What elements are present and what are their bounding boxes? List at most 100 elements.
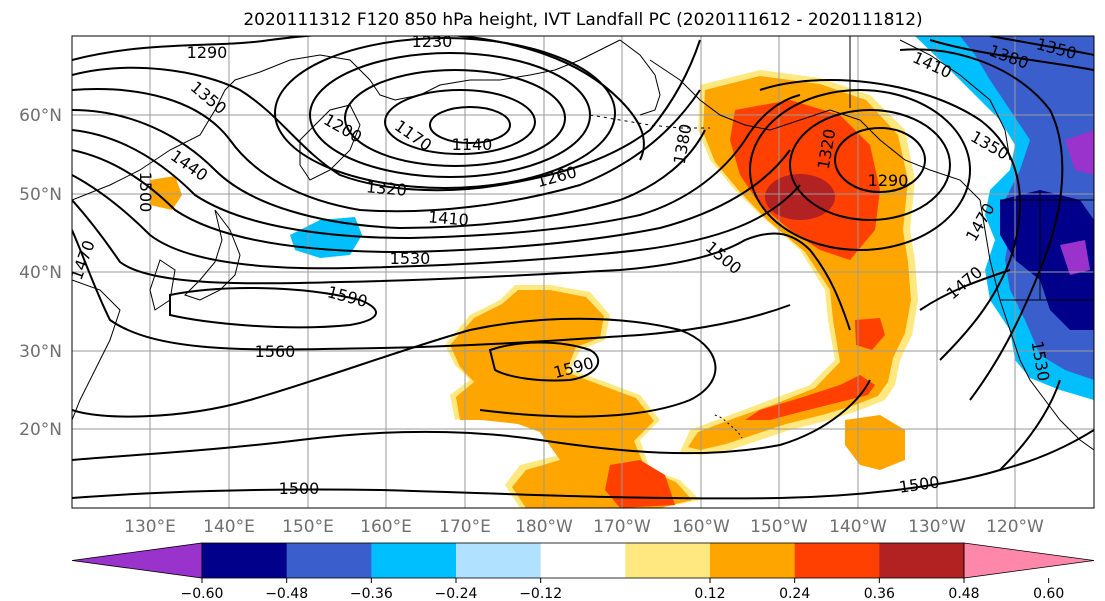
colorbar-ticks: −0.60 −0.48 −0.36 −0.24 −0.12 0.12 0.24 0.36 0.4… xyxy=(181,578,1064,601)
colorbar-tick-label: −0.24 xyxy=(435,586,478,601)
lat-label-60: 60°N xyxy=(19,106,62,126)
contour-low-5 xyxy=(274,37,616,189)
contour-label-1290-e: 1290 xyxy=(868,171,909,190)
colorbar-segment xyxy=(202,543,288,578)
lon-label-160e: 160°E xyxy=(360,517,412,537)
lat-label-30: 30°N xyxy=(19,342,62,362)
contour-label-1230: 1230 xyxy=(412,32,453,51)
colorbar-tick-label: −0.48 xyxy=(265,586,308,601)
contour-1410 xyxy=(72,94,801,240)
lon-label-150e: 150°E xyxy=(282,517,334,537)
contour-1590-west xyxy=(169,287,377,329)
coast-na-west xyxy=(984,229,1094,451)
contour-1500 xyxy=(72,199,851,331)
shade-pos-mid-west xyxy=(150,176,182,210)
lon-label-140e: 140°E xyxy=(203,517,255,537)
lon-label-170w: 170°W xyxy=(593,517,651,537)
colorbar-tick-label: 0.60 xyxy=(1033,586,1064,601)
contour-low-3 xyxy=(344,69,566,167)
colorbar-segment xyxy=(371,543,457,578)
contour-gulf-2 xyxy=(789,109,951,221)
colorbar-segment xyxy=(710,543,796,578)
contour-label-1290: 1290 xyxy=(187,43,228,62)
contour-label-1140: 1140 xyxy=(452,135,493,154)
colorbar-tick-label: 0.12 xyxy=(694,586,725,601)
colorbar-extend-low xyxy=(71,542,203,579)
lon-label-150w: 150°W xyxy=(750,517,808,537)
contour-1530-south xyxy=(72,379,871,461)
coastlines xyxy=(72,36,1094,451)
contour-gulf-1 xyxy=(834,127,926,193)
contour-ne-1350 xyxy=(989,36,1094,56)
map-content: 1290 1230 1350 1200 1170 1140 1440 1500 … xyxy=(72,32,1094,508)
shade-neg-purple-east xyxy=(1065,130,1094,175)
shade-neg-purple-east2 xyxy=(1060,240,1090,275)
contour-1590-central xyxy=(488,341,600,382)
longitude-labels: 130°E 140°E 150°E 160°E 170°E 180°W 170°… xyxy=(124,517,1044,537)
coast-aleutians xyxy=(589,114,710,129)
colorbar-segment xyxy=(540,543,626,578)
colorbar-tick-label: 0.36 xyxy=(864,586,895,601)
contour-1320 xyxy=(72,39,701,192)
contour-low-2 xyxy=(384,89,536,155)
contour-low-4 xyxy=(309,52,591,178)
coast-alaska xyxy=(649,59,986,231)
colorbar-segment xyxy=(794,543,880,578)
colorbar-segment xyxy=(456,543,542,578)
colorbar-segment xyxy=(286,543,372,578)
map-border xyxy=(71,35,1095,509)
map-title: 2020111312 F120 850 hPa height, IVT Land… xyxy=(243,10,922,30)
coast-asia xyxy=(72,39,621,201)
contour-label-1560: 1560 xyxy=(255,342,296,361)
coast-bering xyxy=(619,39,661,116)
lon-label-130w: 130°W xyxy=(908,517,966,537)
lon-label-170e: 170°E xyxy=(439,517,491,537)
colorbar-tick-label: 0.24 xyxy=(779,586,810,601)
lon-label-140w: 140°W xyxy=(829,517,887,537)
lat-label-20: 20°N xyxy=(19,420,62,440)
shade-pos-max-core xyxy=(765,174,835,220)
lat-label-50: 50°N xyxy=(19,185,62,205)
colorbar-tick-label: −0.36 xyxy=(350,586,393,601)
contour-gulf-5 xyxy=(899,48,1064,401)
colorbar-extend-high xyxy=(963,542,1095,579)
colorbar-tick-label: −0.12 xyxy=(519,586,562,601)
contour-1380 xyxy=(72,109,706,230)
colorbar-outline xyxy=(201,542,965,579)
contour-1470-w xyxy=(72,174,801,270)
lon-label-130e: 130°E xyxy=(124,517,176,537)
colorbar-tick-label: 0.48 xyxy=(948,586,979,601)
contour-gulf-3 xyxy=(749,89,971,251)
lat-label-40: 40°N xyxy=(19,263,62,283)
contour-low-1 xyxy=(429,106,511,144)
contour-1560 xyxy=(72,317,717,418)
coast-japan xyxy=(184,209,241,301)
colorbar-tick-label: −0.60 xyxy=(181,586,224,601)
contour-label-1500-w: 1500 xyxy=(136,172,155,213)
contour-label-1320-c: 1320 xyxy=(365,177,407,199)
latitude-labels: 60°N 50°N 40°N 30°N 20°N xyxy=(19,106,62,440)
colorbar-segment xyxy=(625,543,711,578)
coast-us-states xyxy=(1000,190,1094,301)
lon-label-160w: 160°W xyxy=(672,517,730,537)
contour-1350 xyxy=(72,88,701,213)
shade-pos-high-tail xyxy=(745,375,875,420)
coast-hawaii xyxy=(714,414,743,439)
shade-pos-high-blob xyxy=(855,318,885,350)
colorbar xyxy=(71,542,1095,579)
shade-neg-dark-east xyxy=(1000,190,1094,330)
contour-label-1530: 1530 xyxy=(390,249,431,268)
contour-1290-n xyxy=(72,36,645,161)
coast-china xyxy=(72,279,121,421)
contour-gulf-4 xyxy=(759,79,1021,361)
contour-label-1410-c: 1410 xyxy=(427,207,469,229)
contour-1440 xyxy=(72,149,791,254)
lon-label-120w: 120°W xyxy=(986,517,1044,537)
contour-1470-east xyxy=(919,269,1061,471)
coast-korea xyxy=(149,259,176,311)
colorbar-segment xyxy=(879,543,965,578)
coast-canada-bc xyxy=(899,39,1011,161)
lon-label-180w: 180°W xyxy=(515,517,573,537)
contour-label-1500-s: 1500 xyxy=(279,479,320,498)
